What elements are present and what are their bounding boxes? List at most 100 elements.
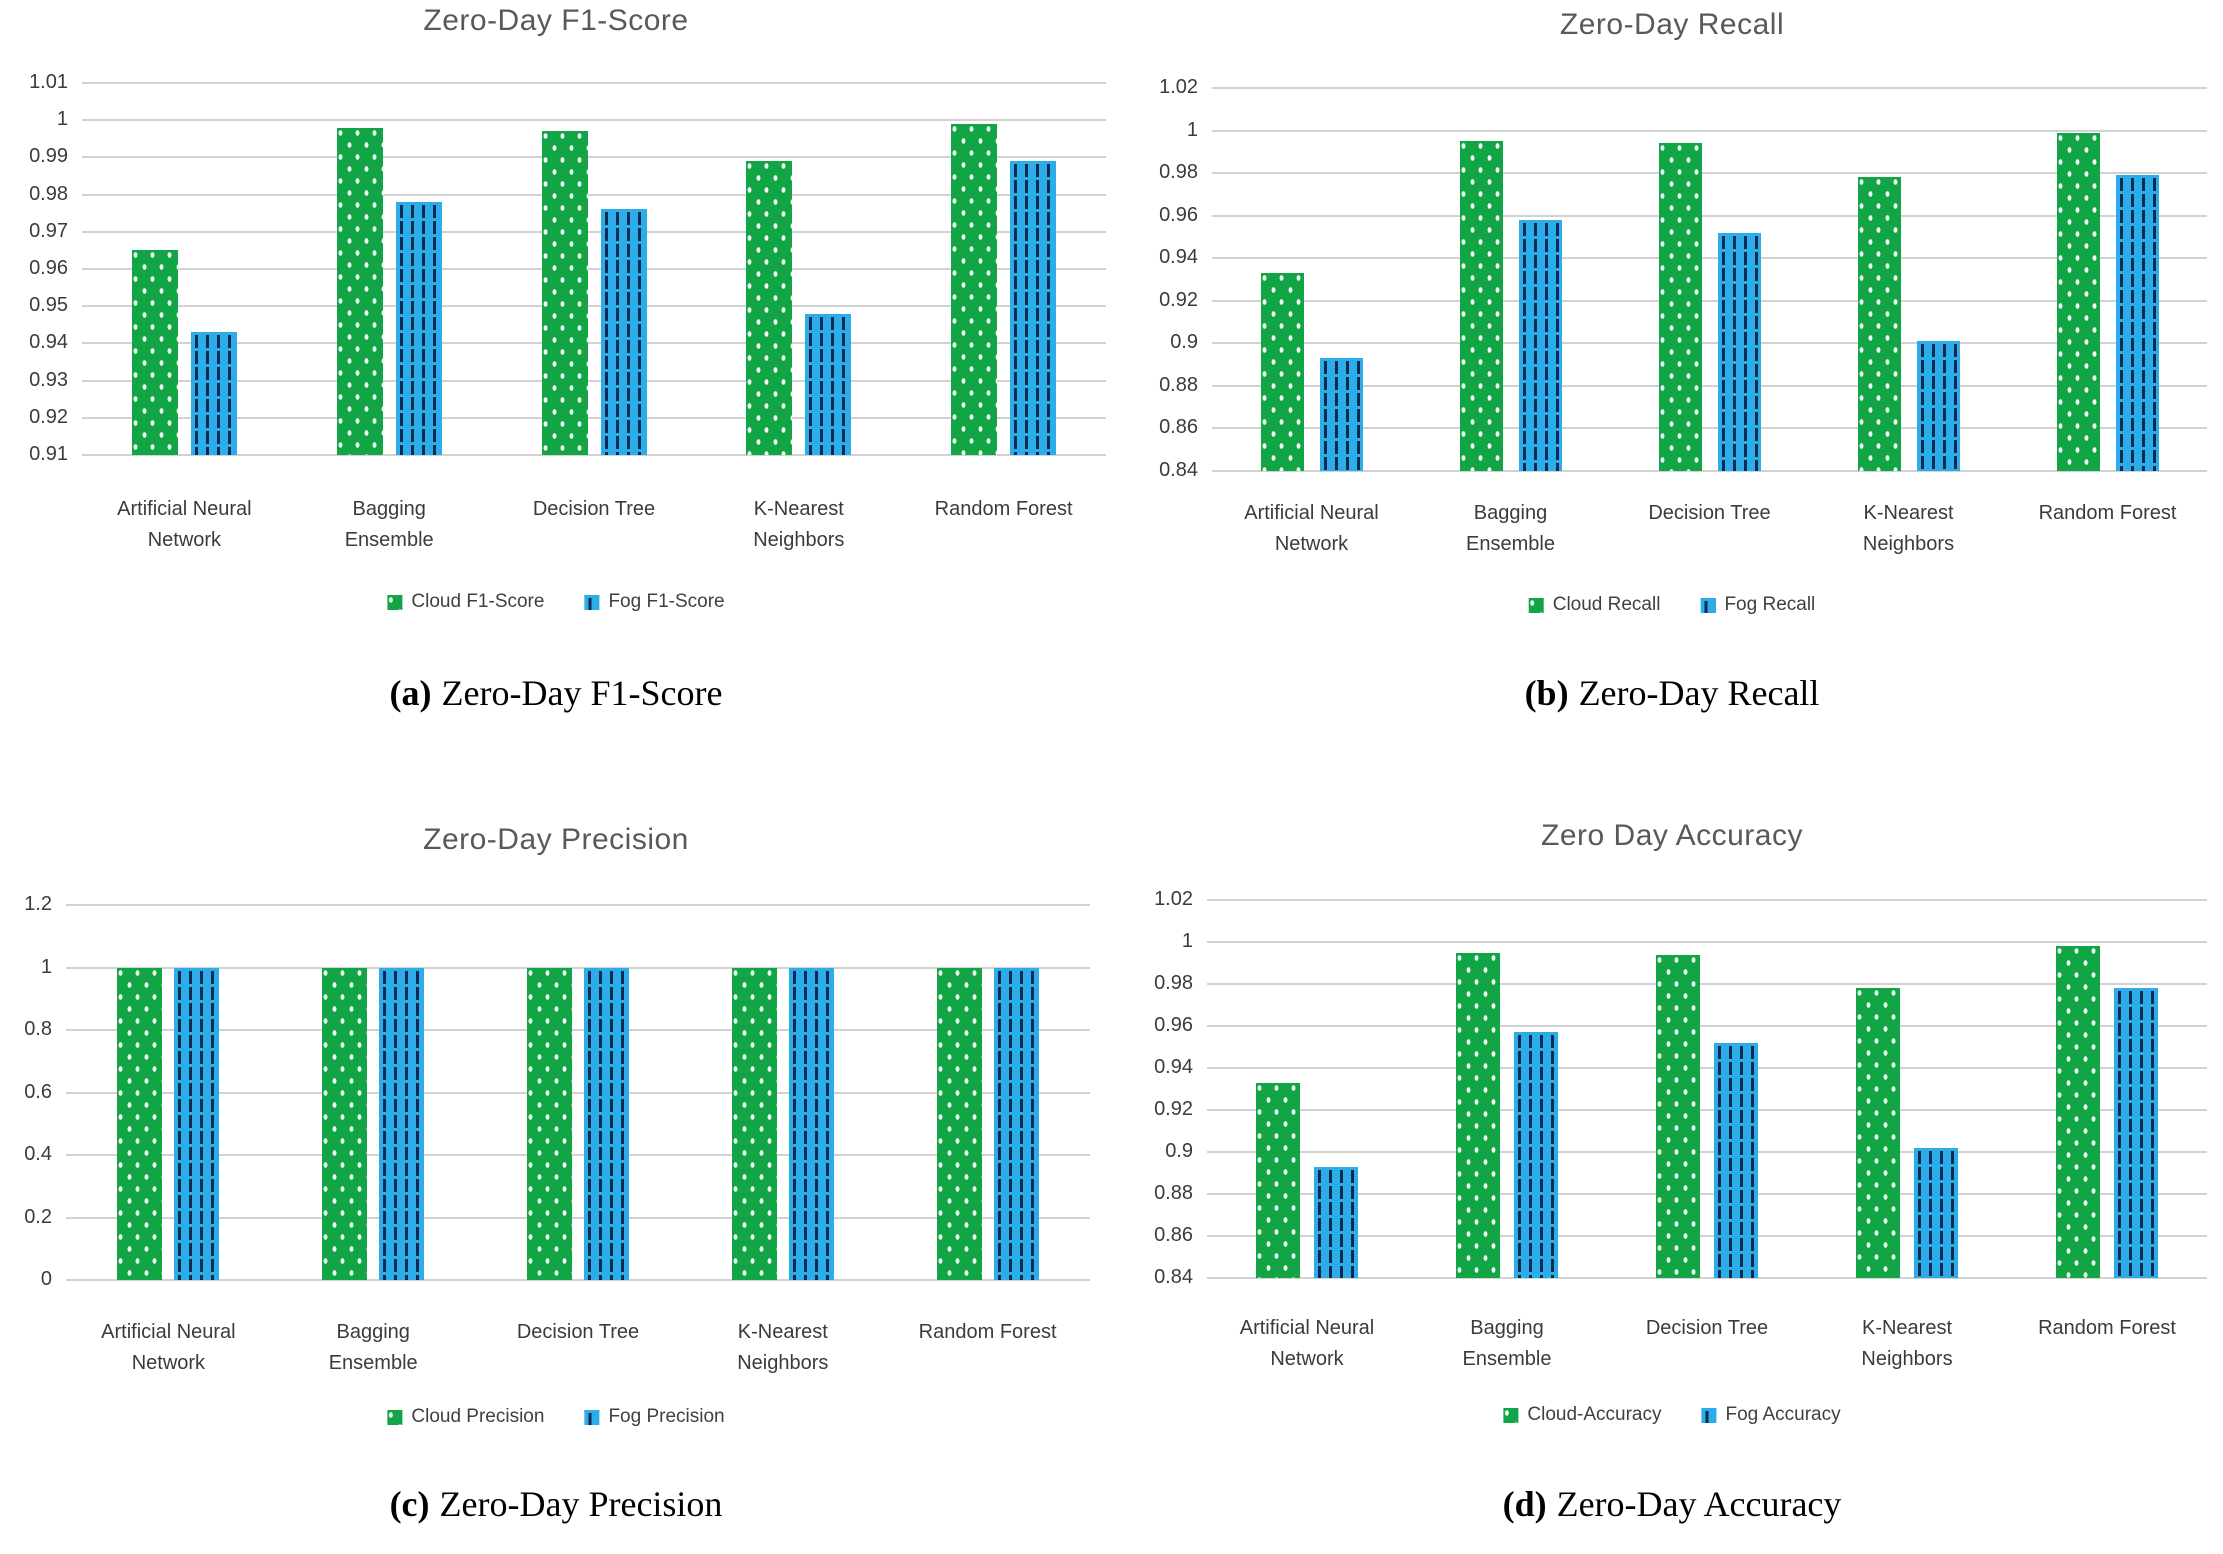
gridline <box>1212 257 2207 260</box>
legend: Cloud F1-Score Fog F1-Score <box>387 591 725 613</box>
y-axis-tick-label: 0.94 <box>1154 1056 1193 1078</box>
cloud-series-swatch-icon <box>387 1409 403 1425</box>
caption-label: (d) <box>1502 1484 1547 1524</box>
y-axis-tick-label: 0.9 <box>1165 1140 1193 1162</box>
y-axis-tick-label: 0.95 <box>29 294 68 317</box>
y-axis-tick-label: 0.96 <box>1154 1014 1193 1036</box>
y-axis-tick-label: 1 <box>40 955 52 978</box>
gridline <box>1207 1109 2207 1111</box>
x-axis-label-random-forest: Random Forest <box>2038 502 2177 524</box>
cloud-bar-bagging-ensemble <box>1459 141 1503 471</box>
x-axis-label-k-nearest-neighbors: K-Nearest Neighbors <box>1861 1317 1953 1370</box>
fog-bar-artificial-neural-network <box>1314 1166 1358 1278</box>
cloud-bar-k-nearest-neighbors <box>746 161 793 455</box>
gridline <box>1212 427 2207 430</box>
fog-bar-artificial-neural-network <box>1319 358 1363 471</box>
legend-label: Fog Precision <box>608 1406 725 1427</box>
chart-panel-f1-score: Zero-Day F1-Score Cloud F1-Score Fog F1-… <box>0 0 1113 777</box>
fog-bar-random-forest <box>993 967 1039 1280</box>
cloud-bar-random-forest <box>951 123 998 455</box>
cloud-bar-bagging-ensemble <box>322 967 368 1280</box>
x-axis-label-k-nearest-neighbors: K-Nearest Neighbors <box>1862 502 1955 555</box>
x-axis-label-bagging-ensemble: Bagging Ensemble <box>1462 1317 1552 1370</box>
y-axis-tick-label: 0.92 <box>1159 288 1198 311</box>
y-axis-tick-label: 0.92 <box>1154 1098 1193 1120</box>
fog-bar-artificial-neural-network <box>174 967 220 1280</box>
legend: Cloud Recall Fog Recall <box>1528 594 1815 616</box>
cloud-bar-k-nearest-neighbors <box>731 967 777 1280</box>
fog-bar-random-forest <box>2115 175 2159 471</box>
cloud-series-swatch-icon <box>1528 597 1544 613</box>
y-axis-tick-label: 0.94 <box>29 331 68 354</box>
caption-text: Zero-Day Precision <box>439 1484 723 1524</box>
chart-title: Zero-Day Precision <box>423 823 689 856</box>
fog-bar-k-nearest-neighbors <box>788 967 834 1280</box>
legend-item-fog: Fog F1-Score <box>584 591 725 613</box>
cloud-bar-bagging-ensemble <box>336 127 383 455</box>
caption-label: (b) <box>1524 673 1569 713</box>
gridline <box>1212 129 2207 132</box>
fog-bar-k-nearest-neighbors <box>1916 341 1960 471</box>
y-axis-tick-label: 0.2 <box>24 1205 52 1228</box>
fog-series-swatch-icon <box>1701 1407 1717 1423</box>
gridline <box>82 230 1106 233</box>
fog-series-swatch-icon <box>584 1409 600 1425</box>
gridline <box>1207 941 2207 943</box>
gridline <box>82 416 1106 419</box>
legend-label: Cloud Recall <box>1552 594 1661 615</box>
legend-label: Cloud-Accuracy <box>1527 1404 1662 1425</box>
y-axis-tick-label: 0.91 <box>29 443 68 465</box>
chart-title: Zero-Day Recall <box>1559 8 1785 41</box>
gridline <box>1212 214 2207 217</box>
y-axis-tick-label: 0.98 <box>1154 972 1193 994</box>
gridline <box>82 82 1106 84</box>
chart-panel-precision: Zero-Day Precision Cloud Precision Fog P… <box>0 777 1113 1554</box>
legend-label: Cloud Precision <box>411 1406 545 1427</box>
y-axis-tick-label: 0.96 <box>1159 203 1198 226</box>
legend: Cloud Precision Fog Precision <box>387 1406 725 1428</box>
plot-area <box>1212 87 2207 472</box>
gridline <box>66 1279 1090 1281</box>
fog-bar-decision-tree <box>584 967 629 1280</box>
y-axis-tick-label: 1 <box>1186 118 1198 141</box>
chart-panel-accuracy: Zero Day Accuracy Cloud-Accuracy Fog Acc… <box>1113 777 2223 1554</box>
fog-bar-bagging-ensemble <box>1518 219 1562 471</box>
cloud-bar-decision-tree <box>541 131 588 455</box>
cloud-bar-decision-tree <box>1658 143 1702 471</box>
gridline <box>66 904 1090 906</box>
gridline <box>82 268 1106 270</box>
fog-bar-bagging-ensemble <box>379 967 425 1280</box>
fog-bar-random-forest <box>2114 988 2158 1278</box>
caption-label: (c) <box>389 1484 430 1524</box>
gridline <box>1212 172 2207 175</box>
legend-label: Fog Accuracy <box>1725 1404 1841 1425</box>
cloud-bar-k-nearest-neighbors <box>1856 988 1900 1278</box>
y-axis-tick-label: 0.84 <box>1159 459 1198 481</box>
y-axis-tick-label: 0.88 <box>1159 373 1198 396</box>
fog-bar-k-nearest-neighbors <box>805 313 852 455</box>
gridline <box>1207 1277 2207 1279</box>
y-axis-tick-label: 0.92 <box>29 405 68 428</box>
x-axis-label-bagging-ensemble: Bagging Ensemble <box>328 1321 418 1374</box>
gridline <box>82 305 1106 308</box>
y-axis-tick-label: 0.97 <box>29 219 68 242</box>
y-axis-tick-label: 0.86 <box>1159 416 1198 439</box>
figure-caption: (b) Zero-Day Recall <box>1525 672 1820 714</box>
gridline <box>1207 1067 2207 1069</box>
figure-caption: (a) Zero-Day F1-Score <box>390 672 723 714</box>
gridline <box>1212 470 2207 472</box>
caption-text: Zero-Day F1-Score <box>441 673 723 713</box>
x-axis-label-bagging-ensemble: Bagging Ensemble <box>344 498 434 551</box>
x-axis-label-k-nearest-neighbors: K-Nearest Neighbors <box>753 498 845 551</box>
y-axis-tick-label: 0.9 <box>1170 331 1198 354</box>
y-axis-tick-label: 0.6 <box>24 1080 52 1103</box>
gridline <box>1212 384 2207 387</box>
cloud-bar-artificial-neural-network <box>117 967 163 1280</box>
cloud-bar-random-forest <box>936 967 982 1280</box>
plot-area <box>82 82 1106 456</box>
gridline <box>66 1029 1090 1031</box>
x-axis-label-random-forest: Random Forest <box>934 498 1073 520</box>
y-axis-tick-label: 0.86 <box>1154 1224 1193 1246</box>
y-axis-tick-label: 0.98 <box>29 182 68 205</box>
gridline <box>66 1091 1090 1094</box>
